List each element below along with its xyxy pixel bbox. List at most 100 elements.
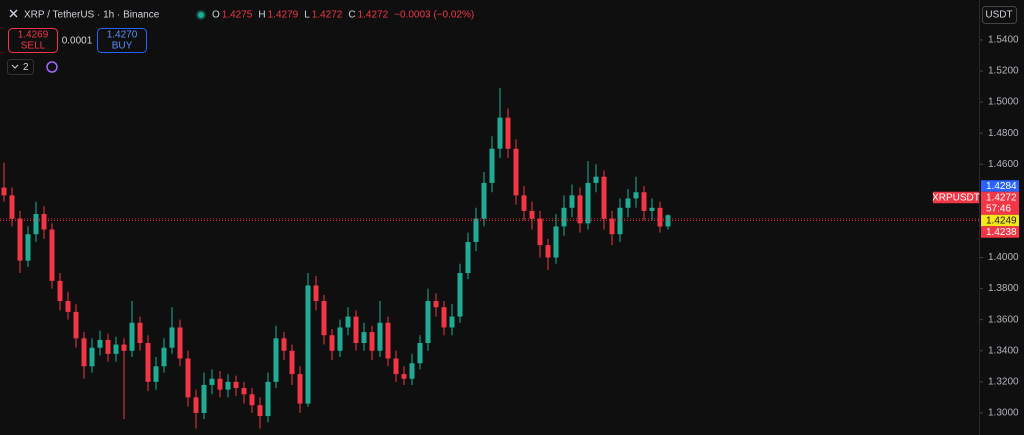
indicators-toggle[interactable] <box>7 59 34 75</box>
ohlc-key: O <box>212 10 220 21</box>
y-tick-label: 1.3000 <box>988 408 1019 419</box>
candle-body <box>665 215 671 227</box>
indicator-count: 2 <box>23 62 29 73</box>
candle-body <box>497 117 503 149</box>
candle-body <box>425 301 431 343</box>
currency-button[interactable] <box>982 6 1017 24</box>
buy-label: BUY <box>112 41 133 52</box>
candle-body <box>561 207 567 227</box>
close-icon[interactable] <box>9 9 18 18</box>
candle-body <box>169 327 175 348</box>
candle-body <box>249 394 255 406</box>
candle-body <box>201 384 207 413</box>
y-tick-label: 1.5200 <box>988 66 1019 77</box>
symbol-label: XRPUSDT <box>932 192 980 203</box>
candle-body <box>9 195 15 219</box>
candle-body <box>473 218 479 242</box>
candle-body <box>97 339 103 348</box>
candle-body <box>57 280 63 302</box>
candle-body <box>625 198 631 208</box>
price-marker-label: 1.4249 <box>986 215 1017 226</box>
candle-body <box>601 176 607 219</box>
y-tick-label: 1.4800 <box>988 128 1019 139</box>
candle-body <box>281 338 287 351</box>
sync-icon[interactable] <box>46 61 58 73</box>
candle-body <box>49 229 55 281</box>
ohlc-value: 1.4272 <box>358 10 389 21</box>
candle-body <box>33 214 39 235</box>
candle-body <box>105 339 111 354</box>
candle-body <box>145 342 151 382</box>
candle-body <box>137 322 143 343</box>
candle-body <box>505 117 511 149</box>
candle-body <box>1 187 7 196</box>
y-tick-label: 1.5400 <box>988 35 1019 46</box>
ohlc-value: 1.4272 <box>312 10 343 21</box>
candle-body <box>217 378 223 390</box>
candle-body <box>273 338 279 382</box>
candle-body <box>657 207 663 227</box>
candle-body <box>553 226 559 258</box>
candle-body <box>593 176 599 183</box>
candle-body <box>385 322 391 359</box>
ohlc-value: 1.4275 <box>222 10 253 21</box>
y-tick-label: 1.3200 <box>988 376 1019 387</box>
y-tick-label: 1.3800 <box>988 283 1019 294</box>
candle-body <box>409 363 415 379</box>
buy-price: 1.4270 <box>107 30 138 41</box>
candle-body <box>153 366 159 382</box>
candle-body <box>321 301 327 336</box>
price-marker-label: 1.4284 <box>986 181 1017 192</box>
candle-body <box>529 210 535 219</box>
candle-body <box>513 148 519 196</box>
candle-body <box>177 327 183 359</box>
buy-button[interactable] <box>97 28 147 53</box>
price-marker-label: 1.4272 <box>986 192 1017 203</box>
candle-body <box>449 316 455 328</box>
candle-body <box>489 148 495 183</box>
candle-body <box>369 332 375 351</box>
candle-body <box>457 273 463 317</box>
chart-title: XRP / TetherUS · 1h · Binance <box>24 10 160 21</box>
candle-body <box>129 322 135 351</box>
y-tick-label: 1.4000 <box>988 252 1019 263</box>
candle-body <box>89 347 95 367</box>
candle-body <box>289 350 295 375</box>
candle-body <box>257 405 263 417</box>
candle-body <box>417 342 423 364</box>
y-tick-label: 1.4600 <box>988 159 1019 170</box>
y-tick-label: 1.3400 <box>988 345 1019 356</box>
candle-body <box>185 358 191 398</box>
candle-body <box>41 214 47 230</box>
candle-body <box>209 378 215 385</box>
countdown: 57:46 <box>986 203 1011 214</box>
candle-body <box>65 301 71 312</box>
price-marker <box>981 180 1019 192</box>
candle-body <box>649 207 655 211</box>
candle-body <box>233 381 239 389</box>
ohlc-key: L <box>304 10 310 21</box>
chevron <box>11 64 19 69</box>
y-tick-label: 1.3600 <box>988 314 1019 325</box>
candle-body <box>241 388 247 395</box>
candle-body <box>585 182 591 224</box>
candle-body <box>633 192 639 199</box>
candle-body <box>481 182 487 219</box>
candle-body <box>577 195 583 224</box>
candle-body <box>193 397 199 413</box>
candle-body <box>73 311 79 339</box>
sell-button[interactable] <box>8 28 58 53</box>
candle-body <box>537 218 543 246</box>
sell-price: 1.4269 <box>18 30 49 41</box>
candle-body <box>641 192 647 211</box>
candle-body <box>345 316 351 328</box>
candle-body <box>17 218 23 261</box>
sell-label: SELL <box>21 41 46 52</box>
candle-body <box>313 285 319 302</box>
candle-body <box>393 358 399 375</box>
candle-body <box>521 195 527 211</box>
change: −0.0003 (−0.02%) <box>394 10 474 21</box>
candle-body <box>433 301 439 308</box>
